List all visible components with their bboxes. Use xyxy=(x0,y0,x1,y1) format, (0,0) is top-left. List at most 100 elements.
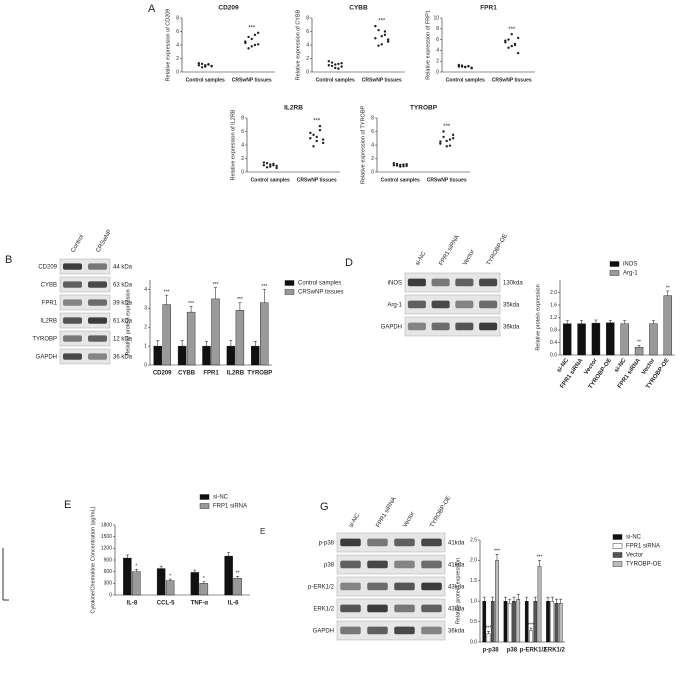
blot-row-label: iNOS xyxy=(388,281,402,287)
data-point xyxy=(451,133,455,137)
x-tick-label: ERK1/2 xyxy=(544,648,566,654)
legend-label: si-NC xyxy=(213,495,229,501)
y-tick-label: 900 xyxy=(104,557,113,563)
y-axis-label: Relative protein expression xyxy=(125,289,131,355)
legend-swatch xyxy=(612,543,623,549)
bar xyxy=(165,580,175,596)
blot-band xyxy=(367,626,388,635)
blot-band xyxy=(455,300,474,309)
data-point xyxy=(445,145,448,148)
blot-band xyxy=(407,278,426,287)
error-bar xyxy=(608,320,612,323)
blot-band xyxy=(421,626,442,635)
significance: *** xyxy=(261,284,267,290)
x-tick-label: Control samples xyxy=(316,77,355,83)
data-point xyxy=(516,51,520,55)
y-tick-label: 6 xyxy=(436,37,439,43)
blot-strip xyxy=(336,620,446,641)
data-point xyxy=(312,145,315,148)
blot-row-label: p-p38 xyxy=(319,541,335,547)
significance: *** xyxy=(494,549,500,555)
x-tick-label: CRSwNP tissues xyxy=(232,77,272,83)
y-tick-label: 10 xyxy=(433,15,439,21)
data-point xyxy=(265,166,269,169)
legend-label: iNOS xyxy=(623,262,637,268)
data-point xyxy=(272,164,275,167)
y-tick-label: 1200 xyxy=(101,546,112,552)
data-point xyxy=(439,140,442,143)
data-point xyxy=(315,139,318,143)
blot-row-label: TYROBP xyxy=(32,337,57,343)
significance: *** xyxy=(443,124,451,130)
data-point xyxy=(337,67,340,70)
y-tick-label: 2.0 xyxy=(550,290,557,296)
y-axis-label: Relative expression of IL2RB xyxy=(230,109,236,180)
y-axis-label: Relative protein expression xyxy=(455,558,461,624)
x-tick-label: TNF-α xyxy=(191,601,209,607)
data-point xyxy=(334,63,337,66)
x-tick-label: p38 xyxy=(507,648,518,654)
significance: *** xyxy=(508,27,516,33)
blot-row-label: CYBB xyxy=(41,283,57,289)
y-tick-label: 4 xyxy=(176,42,179,48)
blot-row-label: GAPDH xyxy=(381,325,402,331)
legend-label: si-NC xyxy=(626,535,642,541)
error-bar xyxy=(193,569,197,573)
bar xyxy=(186,311,196,366)
blot-row-label: FPR1 xyxy=(42,301,58,307)
data-point xyxy=(247,47,250,50)
bar xyxy=(123,557,132,596)
error-bar xyxy=(202,581,206,584)
blot-band xyxy=(340,582,361,591)
error-bar xyxy=(229,340,233,347)
data-point xyxy=(327,64,331,67)
data-point xyxy=(204,64,207,67)
error-bar xyxy=(580,320,584,324)
x-tick-label: CRSwNP tissues xyxy=(427,177,467,183)
data-point xyxy=(200,66,204,69)
data-point xyxy=(262,164,266,167)
blot-band xyxy=(340,560,361,569)
legend-swatch xyxy=(609,270,620,276)
y-tick-label: 2.0 xyxy=(470,558,477,564)
error-bar xyxy=(529,627,533,631)
error-bar xyxy=(559,598,563,604)
error-bar xyxy=(666,290,670,296)
data-point xyxy=(256,43,260,46)
chart-title: TYROBP xyxy=(410,105,438,112)
significance: ** xyxy=(236,571,240,577)
bar xyxy=(177,345,187,366)
bar xyxy=(202,345,211,366)
bar xyxy=(199,583,209,596)
blot-band xyxy=(455,278,474,287)
error-bar xyxy=(214,287,217,299)
significance: *** xyxy=(313,119,321,125)
x-tick-label: IL-8 xyxy=(127,601,138,607)
x-tick-label: p-ERK1/2 xyxy=(520,648,547,654)
y-axis-label: Cytokine/Chemokine Concentration (pg/mL) xyxy=(90,506,96,613)
blot-band xyxy=(421,560,442,569)
data-point xyxy=(244,41,247,45)
blot-band xyxy=(367,582,388,591)
blot-size-label: 41kda xyxy=(448,541,465,547)
lane-label: Vector xyxy=(402,511,416,529)
error-bar xyxy=(180,340,184,347)
legend-label: FRP1 siRNA xyxy=(213,504,247,510)
y-tick-label: 6 xyxy=(241,129,244,135)
lane-label: Vector xyxy=(462,249,476,267)
y-tick-label: 1 xyxy=(144,343,147,349)
error-bar xyxy=(495,554,499,561)
data-point xyxy=(253,33,257,37)
data-point xyxy=(262,161,266,164)
lane-label: FPR1 siRNA xyxy=(375,496,397,528)
y-tick-label: 2 xyxy=(144,325,147,331)
data-point xyxy=(247,35,250,39)
data-point xyxy=(197,64,201,67)
blot-row-label: IL2RB xyxy=(40,319,57,325)
data-point xyxy=(405,163,408,166)
data-point xyxy=(507,38,510,41)
error-bar xyxy=(238,302,242,311)
y-tick-label: 1.0 xyxy=(470,599,477,605)
lane-label: TYROBP-OE xyxy=(486,233,509,267)
y-tick-label: 6 xyxy=(306,29,309,35)
